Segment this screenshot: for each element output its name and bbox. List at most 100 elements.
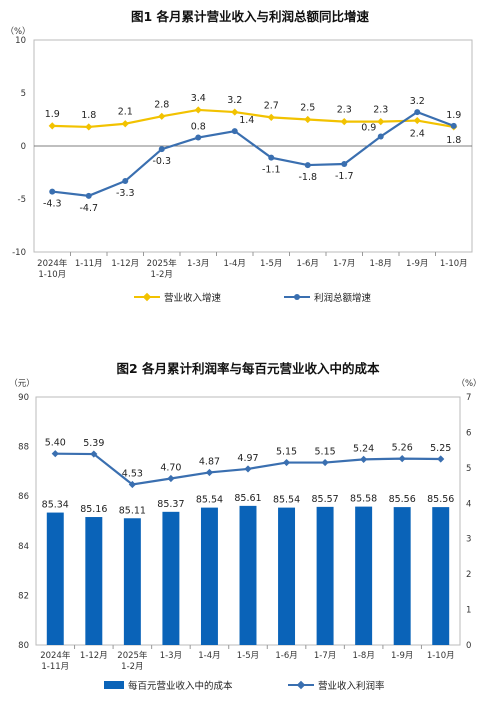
profit-margin-point (244, 465, 252, 473)
cost-bar (46, 512, 64, 645)
x-tick-label: 1-8月 (370, 259, 392, 269)
chart2-title: 图2 各月累计利润率与每百元营业收入中的成本 (116, 361, 380, 376)
revenue-growth-point (267, 113, 275, 121)
profit-growth-point (231, 128, 238, 135)
x-tick-label: 1-2月 (121, 662, 143, 672)
cost-bar-label: 85.16 (80, 504, 107, 515)
profit-growth-point (268, 154, 275, 161)
y-right-tick-label: 1 (466, 606, 471, 616)
revenue-growth-label: 3.2 (227, 95, 242, 106)
chart1-legend: 营业收入增速 利润总额增速 (134, 292, 372, 304)
revenue-growth-point (48, 122, 56, 130)
profit-growth-point (377, 133, 384, 140)
profit-growth-label: 0.8 (191, 122, 206, 133)
profit-growth-point (85, 192, 92, 199)
cost-bar-label: 85.37 (157, 499, 184, 510)
profit-growth-point (195, 134, 202, 141)
x-tick-label: 1-4月 (198, 651, 220, 661)
revenue-growth-label: 1.8 (81, 110, 96, 121)
chart1-data-labels: 1.9 1.8 2.1 2.8 3.4 3.2 2.7 2.5 2.3 2.3 2.4 1.8 -4.3… (43, 93, 461, 214)
revenue-growth-point (85, 123, 93, 131)
y-left-tick-label: 86 (18, 492, 29, 502)
cost-bar-label: 85.11 (119, 505, 146, 516)
chart2-y-unit-left: （元） (9, 378, 35, 389)
y-tick-label: 0 (21, 142, 26, 152)
y-left-tick-label: 82 (18, 591, 29, 601)
revenue-growth-point (158, 112, 166, 120)
x-tick-label: 1-6月 (297, 259, 319, 269)
profit-growth-label: -0.3 (152, 156, 171, 167)
x-tick-label: 1-2月 (151, 270, 173, 280)
chart1-y-ticks: 10 5 0 -5 -10 (12, 36, 26, 258)
legend-profit-label: 利润总额增速 (314, 292, 372, 304)
profit-margin-point (398, 455, 406, 463)
profit-margin-label: 4.87 (199, 456, 220, 467)
chart1-title: 图1 各月累计营业收入与利润总额同比增速 (131, 9, 370, 24)
profit-margin-label: 5.15 (315, 447, 336, 458)
y-tick-label: 10 (15, 36, 26, 46)
x-tick-label: 1-9月 (406, 259, 428, 269)
x-tick-label: 1-4月 (224, 259, 246, 269)
y-right-tick-label: 0 (466, 641, 471, 651)
x-tick-label: 1-6月 (275, 651, 297, 661)
revenue-growth-label: 1.9 (45, 109, 60, 120)
profit-margin-point (51, 450, 59, 458)
profit-margin-point (128, 480, 136, 489)
cost-bar-label: 85.56 (389, 494, 416, 505)
cost-bar (432, 507, 450, 645)
profit-margin-point (90, 450, 98, 458)
y-right-tick-label: 5 (466, 464, 471, 474)
profit-growth-label: -1.8 (298, 172, 317, 183)
y-tick-label: -10 (12, 248, 26, 258)
profit-growth-point (414, 109, 421, 116)
profit-growth-point (450, 122, 457, 129)
revenue-growth-label: 2.8 (154, 99, 169, 110)
profit-growth-line (52, 110, 455, 197)
legend-profit-marker (294, 294, 300, 300)
profit-margin-point (167, 474, 175, 483)
cost-bar-label: 85.56 (427, 494, 454, 505)
x-tick-label: 1-10月 (38, 270, 66, 280)
chart1: 图1 各月累计营业收入与利润总额同比增速 （%） 10 5 0 -5 -10 2024年… (5, 9, 473, 304)
profit-margin-label: 5.26 (392, 443, 413, 454)
cost-bar-label: 85.34 (42, 500, 69, 511)
revenue-growth-label: 2.3 (373, 105, 388, 116)
x-tick-label: 1-10月 (440, 259, 468, 269)
x-tick-label: 1-8月 (352, 651, 374, 661)
cost-bar-label: 85.58 (350, 494, 377, 505)
legend-cost-swatch (104, 681, 124, 689)
profit-growth-label: 1.9 (446, 110, 461, 121)
cost-bar-label: 85.57 (311, 494, 338, 505)
profit-margin-label: 4.53 (122, 469, 143, 480)
x-tick-label: 1-11月 (75, 259, 103, 269)
profit-margin-label: 5.40 (45, 438, 66, 449)
x-tick-label: 1-11月 (41, 662, 69, 672)
y-tick-label: 5 (21, 89, 26, 99)
cost-bar (393, 507, 411, 645)
x-tick-label: 1-5月 (260, 259, 282, 269)
x-tick-label: 1-7月 (333, 259, 355, 269)
profit-growth-label: 0.9 (361, 122, 376, 133)
chart1-series-lines (48, 106, 458, 199)
revenue-growth-label: 1.8 (446, 135, 461, 146)
x-tick-label: 1-9月 (391, 651, 413, 661)
profit-growth-point (304, 162, 311, 169)
chart2-data-labels: 85.34 85.16 85.11 85.37 85.54 85.61 85.54 85.57… (42, 438, 455, 517)
cost-bar (123, 518, 141, 645)
legend-margin-label: 营业收入利润率 (318, 680, 385, 692)
revenue-growth-label: 3.4 (191, 93, 206, 104)
revenue-growth-label: 2.4 (410, 129, 425, 140)
chart2: 图2 各月累计利润率与每百元营业收入中的成本 （元） （%） 90 88 86 84 8… (9, 361, 481, 692)
cost-bar-label: 85.61 (234, 493, 261, 504)
revenue-growth-point (413, 116, 421, 125)
chart2-series-line (51, 450, 445, 489)
y-right-tick-label: 2 (466, 570, 471, 580)
profit-margin-label: 5.39 (83, 438, 104, 449)
profit-growth-label: -1.7 (335, 171, 354, 182)
revenue-growth-label: 2.5 (300, 103, 315, 114)
profit-margin-point (437, 455, 445, 463)
chart2-legend: 每百元营业收入中的成本 营业收入利润率 (104, 680, 385, 692)
